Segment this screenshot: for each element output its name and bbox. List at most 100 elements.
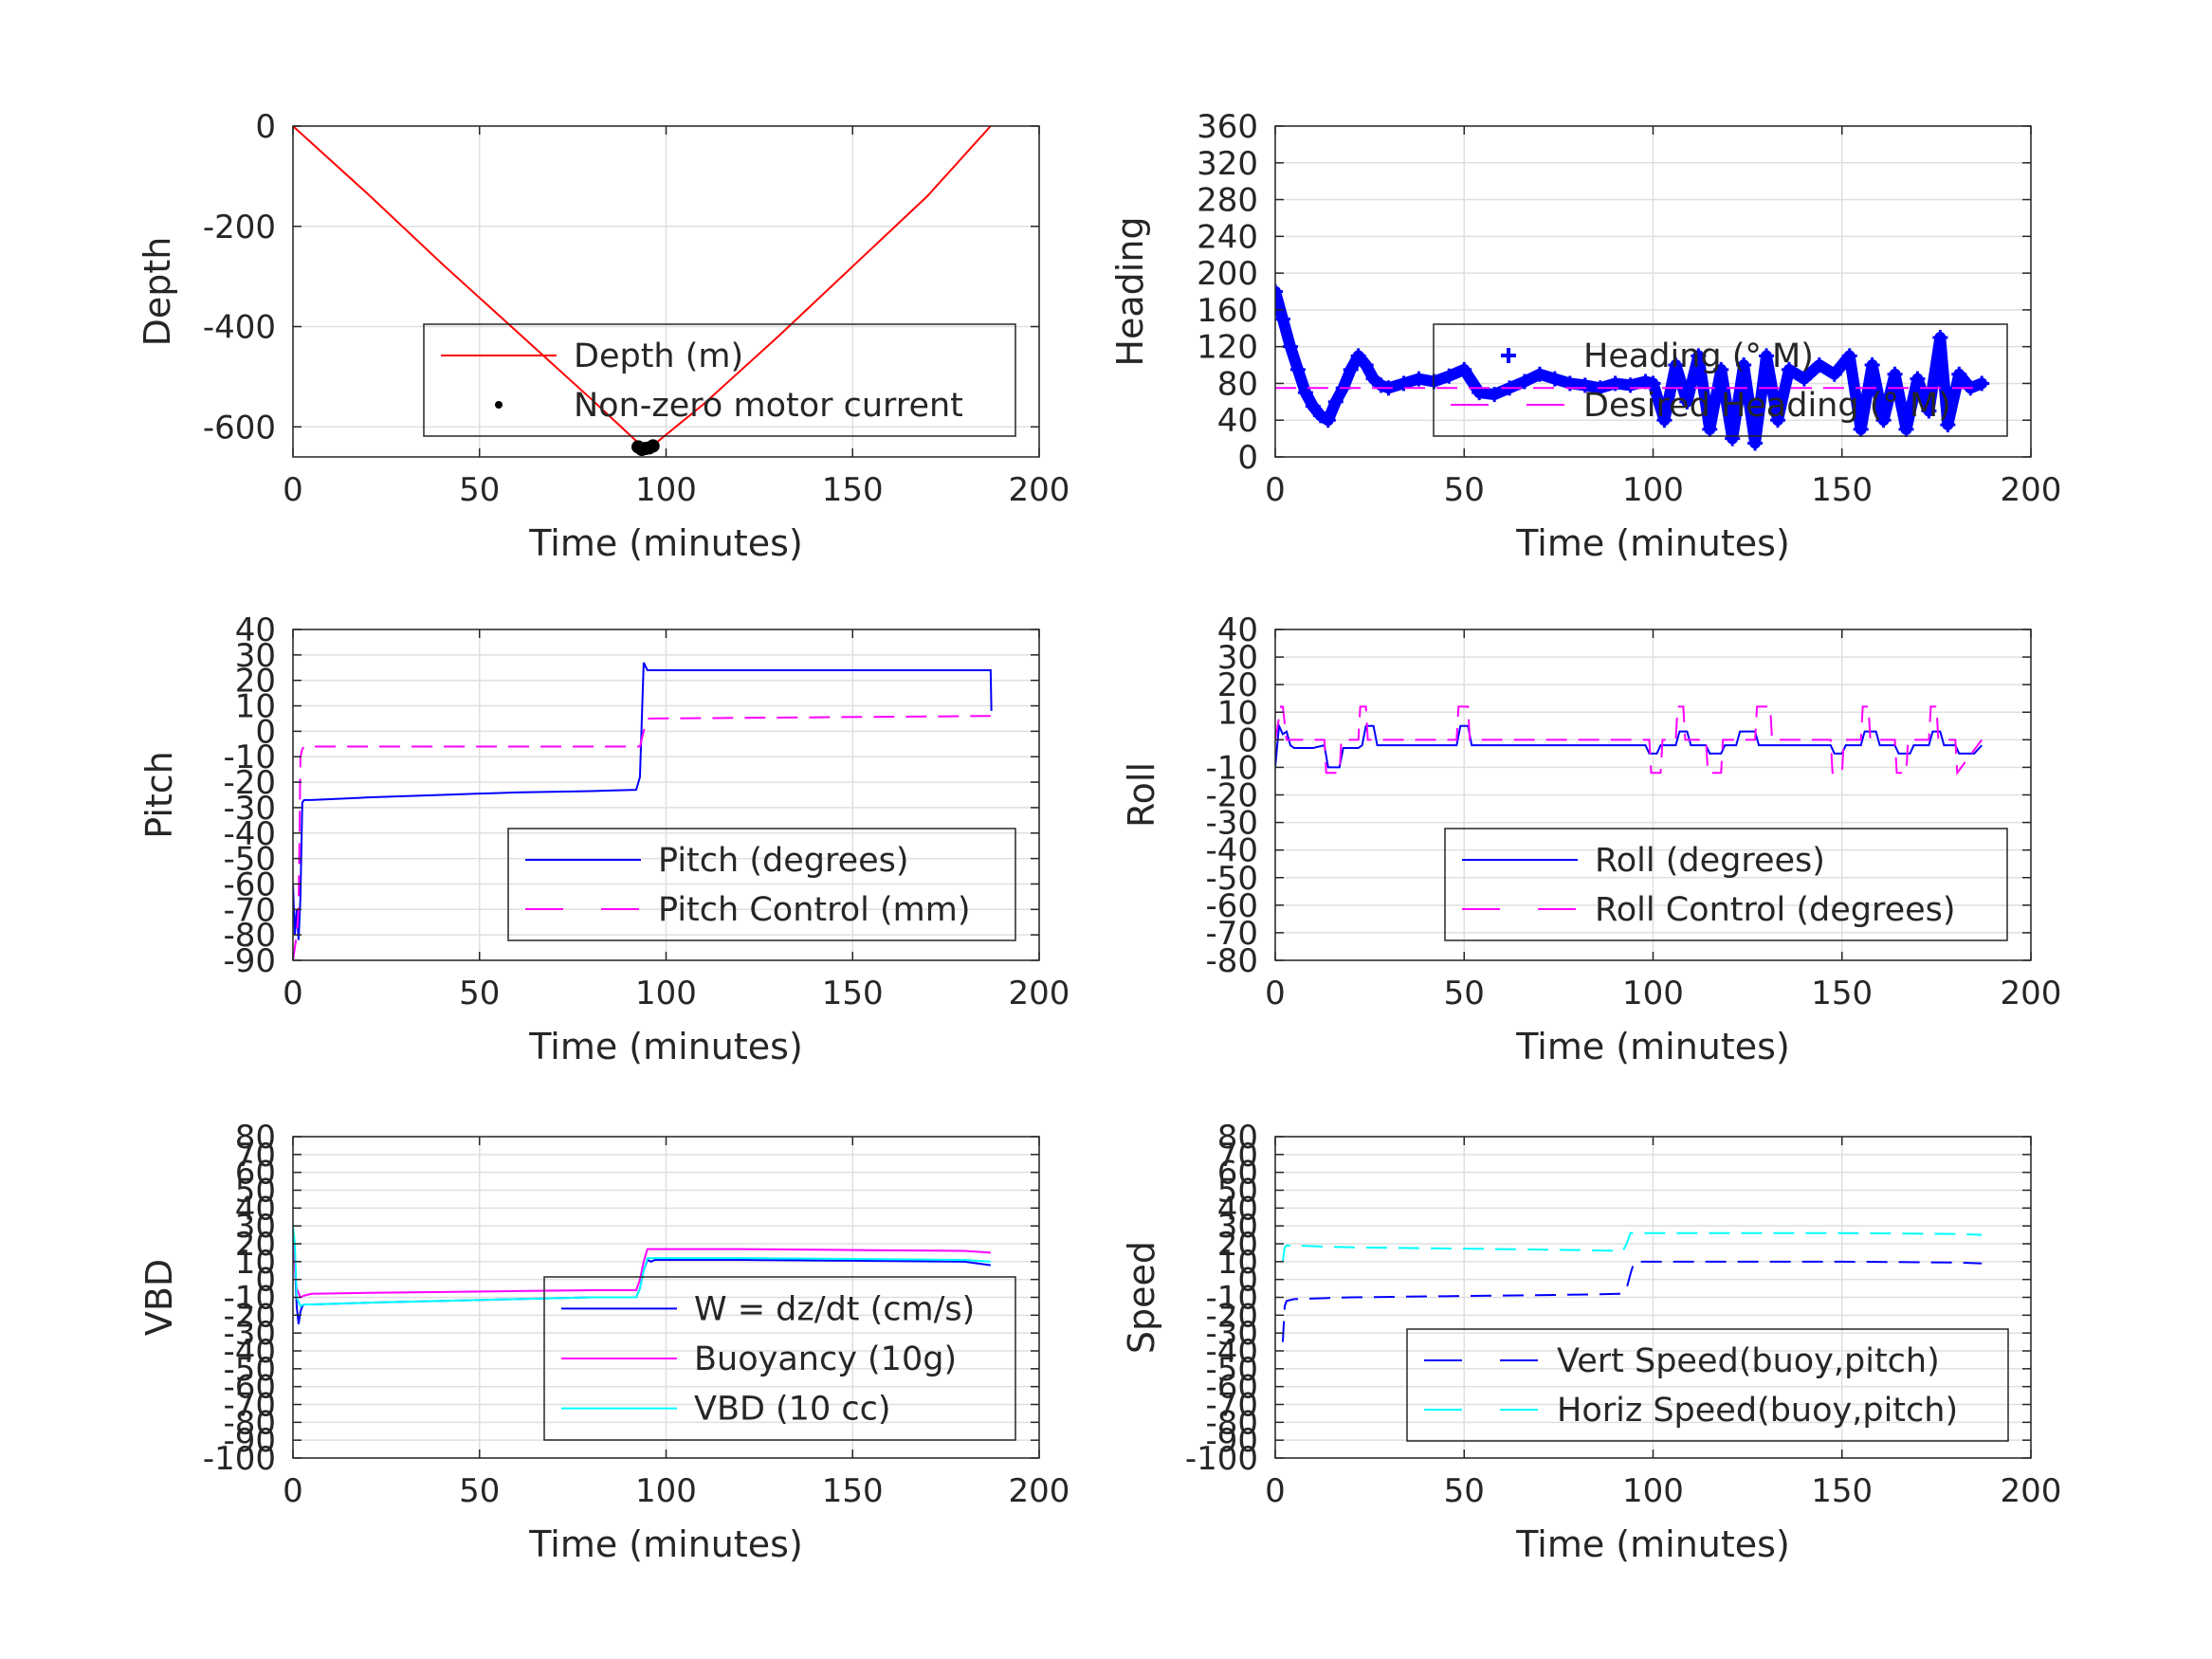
x-tick-label: 0 <box>283 975 303 1012</box>
series-vbd-10-cc <box>293 1226 991 1308</box>
y-tick-label: -90 <box>1205 1422 1258 1460</box>
legend-label: Roll (degrees) <box>1595 842 1825 880</box>
data-point <box>646 439 660 453</box>
x-tick-label: 0 <box>1265 1472 1286 1510</box>
legend-label: Buoyancy (10g) <box>694 1340 957 1378</box>
x-tick-label: 0 <box>1265 471 1286 509</box>
legend-label: Desired Heading (° M) <box>1583 387 1951 425</box>
legend-box <box>1433 323 2008 437</box>
y-tick-label: 30 <box>235 1208 276 1246</box>
y-tick-label: 20 <box>1217 666 1258 704</box>
y-tick-label: -60 <box>1205 1369 1258 1407</box>
y-axis-title: Heading <box>1109 216 1151 366</box>
y-tick-label: -40 <box>223 1333 276 1371</box>
y-tick-label: 80 <box>1217 1119 1258 1157</box>
legend-box <box>1406 1328 2009 1442</box>
y-tick-label: -70 <box>1205 915 1258 953</box>
y-tick-label: -90 <box>223 1422 276 1460</box>
y-tick-label: -20 <box>1205 777 1258 815</box>
y-tick-label: 10 <box>235 688 276 726</box>
x-tick-label: 200 <box>2001 975 2062 1012</box>
subplot-roll: 0 50 100 150 200403020100-10-20-30-40-50-60-… <box>1121 611 2061 1067</box>
y-ticks: 80706050403020100-10-20-30-40-50-60-70-8… <box>203 1119 1039 1478</box>
legend-label: Pitch Control (mm) <box>658 891 970 929</box>
x-tick-label: 0 <box>1265 975 1286 1012</box>
y-tick-label: -70 <box>223 891 276 929</box>
y-tick-label: 50 <box>235 1173 276 1211</box>
y-tick-label: -30 <box>223 1315 276 1353</box>
legend: W = dz/dt (cm/s) Buoyancy (10g) VBD (10 cc… <box>543 1276 1016 1441</box>
series-pitch-degrees <box>293 662 993 940</box>
y-tick-label: -30 <box>223 790 276 828</box>
y-tick-label: 30 <box>235 637 276 675</box>
legend-box <box>507 828 1016 941</box>
x-ticks: 0 50 100 150 200 <box>283 629 1069 1012</box>
legend-label: Heading (° M) <box>1583 337 1814 375</box>
y-tick-label: -20 <box>1205 1297 1258 1335</box>
y-tick-label: 240 <box>1197 218 1258 256</box>
y-tick-label: 50 <box>1217 1173 1258 1211</box>
y-tick-label: 0 <box>255 108 276 146</box>
legend-label: Pitch (degrees) <box>658 842 909 880</box>
y-tick-label: 160 <box>1197 292 1258 330</box>
y-tick-label: 0 <box>255 713 276 751</box>
legend: Depth (m) Non-zero motor current <box>423 323 1016 437</box>
x-ticks: 0 50 100 150 200 <box>1265 1137 2061 1510</box>
legend-box <box>1444 828 2008 941</box>
y-tick-label: -200 <box>203 209 276 246</box>
y-tick-label: -90 <box>223 942 276 980</box>
series-roll-degrees <box>1275 721 1983 769</box>
x-tick-label: 150 <box>1811 975 1873 1012</box>
y-tick-label: 0 <box>1237 439 1258 477</box>
x-tick-label: 100 <box>1622 975 1684 1012</box>
y-tick-label: -80 <box>223 917 276 955</box>
series-group <box>293 126 992 457</box>
y-tick-label: -60 <box>223 1369 276 1407</box>
y-tick-label: 360 <box>1197 108 1258 146</box>
y-axis-title: Roll <box>1121 762 1162 828</box>
x-tick-label: 100 <box>635 471 697 509</box>
x-tick-label: 50 <box>459 1472 500 1510</box>
legend-label: Non-zero motor current <box>574 387 963 425</box>
y-tick-label: -80 <box>223 1404 276 1442</box>
y-tick-label: 10 <box>235 1244 276 1282</box>
y-tick-label: 30 <box>1217 639 1258 677</box>
y-tick-label: -20 <box>223 764 276 802</box>
y-tick-label: -40 <box>1205 1333 1258 1371</box>
series-group <box>293 662 993 960</box>
series-group <box>293 1226 991 1324</box>
y-tick-label: -30 <box>1205 1315 1258 1353</box>
y-tick-label: 40 <box>235 611 276 649</box>
y-axis-title: Speed <box>1121 1241 1162 1354</box>
y-tick-label: 120 <box>1197 329 1258 367</box>
series-buoyancy-10g <box>293 1243 991 1299</box>
y-tick-label: 40 <box>1217 611 1258 649</box>
x-tick-label: 200 <box>1009 471 1070 509</box>
y-tick-label: 0 <box>255 1262 276 1300</box>
x-tick-label: 50 <box>1444 1472 1485 1510</box>
subplot-depth: 0 50 100 150 200 0 -200 -400 -600 Time (minutes) D… <box>137 108 1069 564</box>
legend-box <box>543 1276 1016 1441</box>
series-vert-speed-buoy-pitch <box>1281 1260 1983 1342</box>
x-tick-label: 100 <box>1622 1472 1684 1510</box>
y-tick-label: -30 <box>1205 805 1258 843</box>
y-ticks: 0 -200 -400 -600 <box>203 108 1039 447</box>
y-tick-label: -50 <box>1205 860 1258 898</box>
series-non-zero-motor-current <box>631 439 660 457</box>
y-tick-label: -50 <box>1205 1351 1258 1389</box>
y-tick-label: -60 <box>223 866 276 903</box>
y-tick-label: -20 <box>223 1297 276 1335</box>
y-tick-label: -400 <box>203 309 276 347</box>
y-tick-label: 0 <box>1237 721 1258 759</box>
x-tick-label: 150 <box>822 975 884 1012</box>
legend: Heading (° M) Desired Heading (° M) <box>1433 323 2008 437</box>
x-axis-title: Time (minutes) <box>1515 522 1790 564</box>
x-tick-label: 150 <box>822 1472 884 1510</box>
y-tick-label: -40 <box>1205 832 1258 870</box>
series-group <box>1275 705 1983 776</box>
x-tick-label: 150 <box>1811 471 1873 509</box>
x-axis-title: Time (minutes) <box>1515 1026 1790 1067</box>
x-tick-label: 200 <box>1009 1472 1070 1510</box>
